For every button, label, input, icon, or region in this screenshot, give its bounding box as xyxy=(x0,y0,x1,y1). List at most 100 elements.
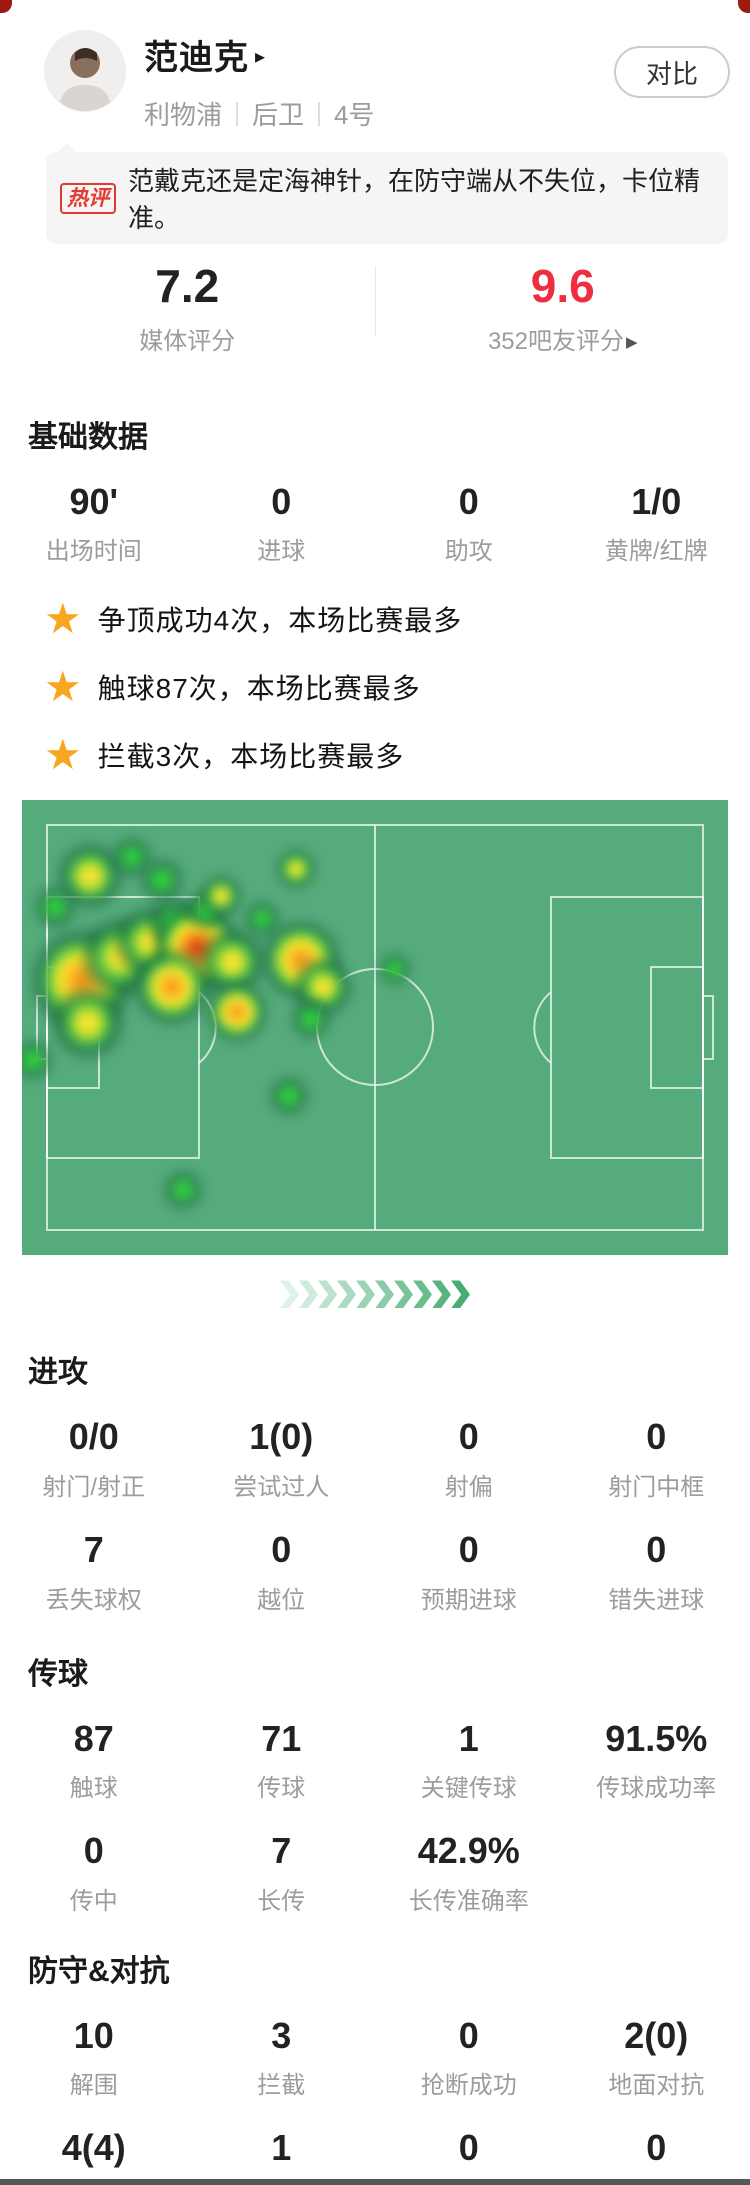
stat-cell: 91.5% 传球成功率 xyxy=(563,1719,750,1804)
highlight-text: 争顶成功4次，本场比赛最多 xyxy=(97,605,463,637)
star-icon: ★ xyxy=(44,595,82,643)
stat-cell: 1/0 黄牌/红牌 xyxy=(563,482,750,567)
stat-cell: 1(0) 尝试过人 xyxy=(188,1417,376,1502)
fans-rating-label-text: 352吧友评分 xyxy=(487,327,624,355)
stat-value: 0 xyxy=(646,1416,667,1458)
highlight-text: 拦截3次，本场比赛最多 xyxy=(97,741,405,773)
stat-value: 2(0) xyxy=(624,2014,689,2056)
stat-value: 90' xyxy=(69,480,119,522)
stat-label: 传球 xyxy=(257,1775,306,1803)
star-icon: ★ xyxy=(44,663,82,711)
stat-value: 0/0 xyxy=(68,1416,119,1458)
stat-value: 0 xyxy=(458,480,479,522)
heat-blob xyxy=(32,884,79,931)
chevron-icon xyxy=(318,1280,337,1309)
stat-label: 长传 xyxy=(257,1887,306,1915)
section-basic-data: 基础数据 90' 出场时间 0 进球 0 助攻 1/0 黄牌/红牌 xyxy=(0,412,750,567)
stat-value: 7 xyxy=(271,1830,292,1872)
ratings-row: 7.2 媒体评分 9.6 352吧友评分 ▶ xyxy=(0,260,750,356)
stat-cell: 0 预期进球 xyxy=(375,1530,563,1615)
stat-value: 7 xyxy=(83,1529,104,1571)
stat-cell: 4(4)争顶 xyxy=(0,2128,188,2185)
stat-cell: 7 丢失球权 xyxy=(0,1530,188,1615)
chevron-icon xyxy=(356,1280,375,1309)
stat-cell: 1犯规 xyxy=(188,2128,376,2185)
stat-label: 出场时间 xyxy=(45,538,142,566)
name-expand-arrow-icon: ▸ xyxy=(255,46,266,68)
chevron-icon xyxy=(413,1280,432,1309)
highlight-item: ★ 拦截3次，本场比赛最多 xyxy=(44,732,750,778)
stat-value: 87 xyxy=(73,1717,114,1759)
heat-blob xyxy=(377,950,414,987)
basic-stat-grid: 90' 出场时间 0 进球 0 助攻 1/0 黄牌/红牌 xyxy=(0,482,750,567)
stat-label: 长传准确率 xyxy=(408,1887,529,1915)
stat-label: 射门/射正 xyxy=(42,1474,146,1502)
stat-cell: 0 抢断成功 xyxy=(375,2016,563,2101)
chevron-icon xyxy=(375,1280,394,1309)
hot-comment-banner: 热评 范戴克还是定海神针，在防守端从不失位，卡位精准。 xyxy=(46,143,728,244)
section-passing: 传球 87 触球 71 传球 1 关键传球 91.5% 传球成功率 0 传中 7 长传 42.9% 长传准… xyxy=(0,1649,750,1916)
highlight-item: ★ 争顶成功4次，本场比赛最多 xyxy=(44,596,750,642)
media-rating: 7.2 媒体评分 xyxy=(0,260,375,356)
stat-value: 0 xyxy=(646,1529,667,1571)
fans-rating[interactable]: 9.6 352吧友评分 ▶ xyxy=(376,260,750,356)
heat-blob xyxy=(49,984,128,1063)
stat-label: 黄牌/红牌 xyxy=(604,538,708,566)
highlight-item: ★ 触球87次，本场比赛最多 xyxy=(44,664,750,710)
fans-rating-arrow-icon: ▶ xyxy=(626,333,638,351)
heat-blob xyxy=(204,979,271,1046)
highlight-text: 触球87次，本场比赛最多 xyxy=(97,673,421,705)
hot-comment-text: 范戴克还是定海神针，在防守端从不失位，卡位精准。 xyxy=(128,166,701,233)
player-avatar[interactable] xyxy=(44,30,126,112)
player-team: 利物浦 xyxy=(144,100,223,130)
hot-comment-tag: 热评 xyxy=(60,182,116,214)
stat-value: 0 xyxy=(458,1529,479,1571)
player-name-row[interactable]: 范迪克 ▸ xyxy=(144,30,375,79)
avatar-silhouette xyxy=(45,31,125,111)
fans-rating-value: 9.6 xyxy=(530,260,595,312)
stat-value: 4(4) xyxy=(61,2127,126,2169)
highlight-list: ★ 争顶成功4次，本场比赛最多 ★ 触球87次，本场比赛最多 ★ 拦截3次，本场比赛最多 xyxy=(0,596,750,778)
section-title: 基础数据 xyxy=(28,420,148,454)
chevron-icon xyxy=(337,1280,356,1309)
stat-label: 尝试过人 xyxy=(233,1474,330,1502)
player-info: 范迪克 ▸ 利物浦 后卫 4号 xyxy=(144,30,375,132)
media-rating-label: 媒体评分 xyxy=(139,327,236,355)
player-meta: 利物浦 后卫 4号 xyxy=(144,95,375,132)
stat-cell: 0 错失进球 xyxy=(563,1530,750,1615)
heat-blob xyxy=(273,846,318,891)
stat-value: 71 xyxy=(261,1717,302,1759)
stat-value: 0 xyxy=(271,1529,292,1571)
passing-stat-grid: 87 触球 71 传球 1 关键传球 91.5% 传球成功率 0 传中 7 长传 42.9% 长传准确率 xyxy=(0,1719,750,1916)
stat-cell: 71 传球 xyxy=(188,1719,376,1804)
stat-cell: 87 触球 xyxy=(0,1719,188,1804)
stat-label: 拦截 xyxy=(257,2072,306,2100)
stat-value: 0 xyxy=(458,2127,479,2169)
ratings-divider xyxy=(374,266,376,336)
stat-cell: 0 进球 xyxy=(188,482,376,567)
stat-value: 91.5% xyxy=(605,1717,708,1759)
stat-label: 触球 xyxy=(69,1775,118,1803)
heat-blob xyxy=(266,1074,311,1119)
stat-cell: 0 越位 xyxy=(188,1530,376,1615)
stat-cell: 0 传中 xyxy=(0,1831,188,1916)
chevron-icon xyxy=(451,1280,470,1309)
section-title: 传球 xyxy=(28,1657,88,1691)
heat-blob xyxy=(198,873,245,920)
stat-value: 1(0) xyxy=(249,1416,314,1458)
stat-cell: 90' 出场时间 xyxy=(0,482,188,567)
heat-blob xyxy=(160,1167,205,1212)
meta-divider xyxy=(236,101,239,126)
stat-cell: 1 关键传球 xyxy=(375,1719,563,1804)
stat-cell: 0 助攻 xyxy=(375,482,563,567)
player-header: 范迪克 ▸ 利物浦 后卫 4号 对比 xyxy=(0,0,750,132)
compare-button[interactable]: 对比 xyxy=(613,46,730,98)
stat-cell: 42.9% 长传准确率 xyxy=(375,1831,563,1916)
heatmap-pitch xyxy=(22,800,728,1256)
stat-label: 抢断成功 xyxy=(420,2072,517,2100)
stat-cell: 3 拦截 xyxy=(188,2016,376,2101)
stat-label: 助攻 xyxy=(444,538,493,566)
stat-cell: 7 长传 xyxy=(188,1831,376,1916)
